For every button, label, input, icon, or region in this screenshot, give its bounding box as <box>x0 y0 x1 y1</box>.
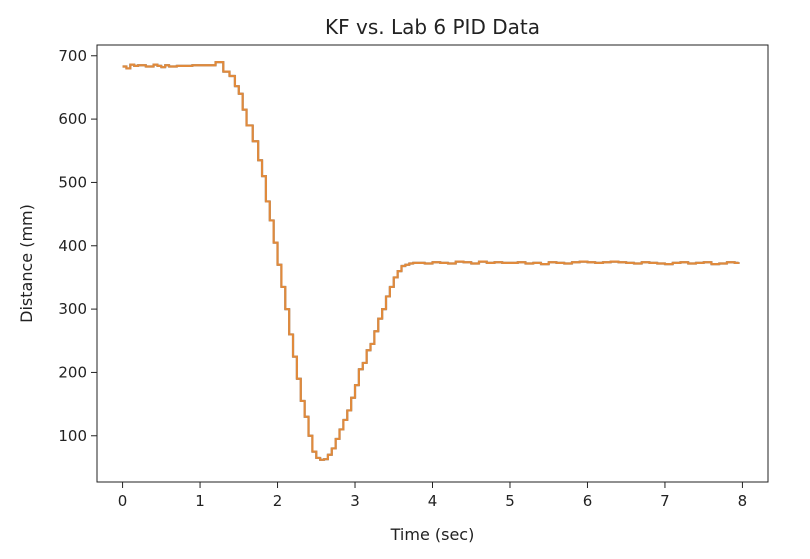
axis-ticks: 0 1 2 3 4 5 6 7 8 100 200 300 400 500 600 700 <box>58 47 747 510</box>
x-tick-label: 0 <box>118 492 128 510</box>
y-tick-label: 300 <box>58 300 87 318</box>
x-axis-title: Time (sec) <box>390 525 475 544</box>
x-tick-label: 8 <box>738 492 748 510</box>
y-tick-label: 600 <box>58 110 87 128</box>
y-tick-label: 200 <box>58 363 87 381</box>
y-axis-title: Distance (mm) <box>17 204 36 323</box>
plot-area <box>122 61 740 461</box>
x-tick-label: 5 <box>505 492 515 510</box>
y-tick-label: 500 <box>58 173 87 191</box>
x-tick-label: 4 <box>428 492 438 510</box>
x-tick-label: 7 <box>660 492 670 510</box>
series-line <box>122 61 740 461</box>
x-tick-label: 1 <box>195 492 205 510</box>
chart-title: KF vs. Lab 6 PID Data <box>325 15 540 39</box>
x-tick-label: 3 <box>350 492 360 510</box>
y-tick-label: 400 <box>58 237 87 255</box>
y-tick-label: 700 <box>58 47 87 65</box>
x-tick-label: 2 <box>273 492 283 510</box>
x-tick-label: 6 <box>583 492 593 510</box>
y-tick-label: 100 <box>58 427 87 445</box>
